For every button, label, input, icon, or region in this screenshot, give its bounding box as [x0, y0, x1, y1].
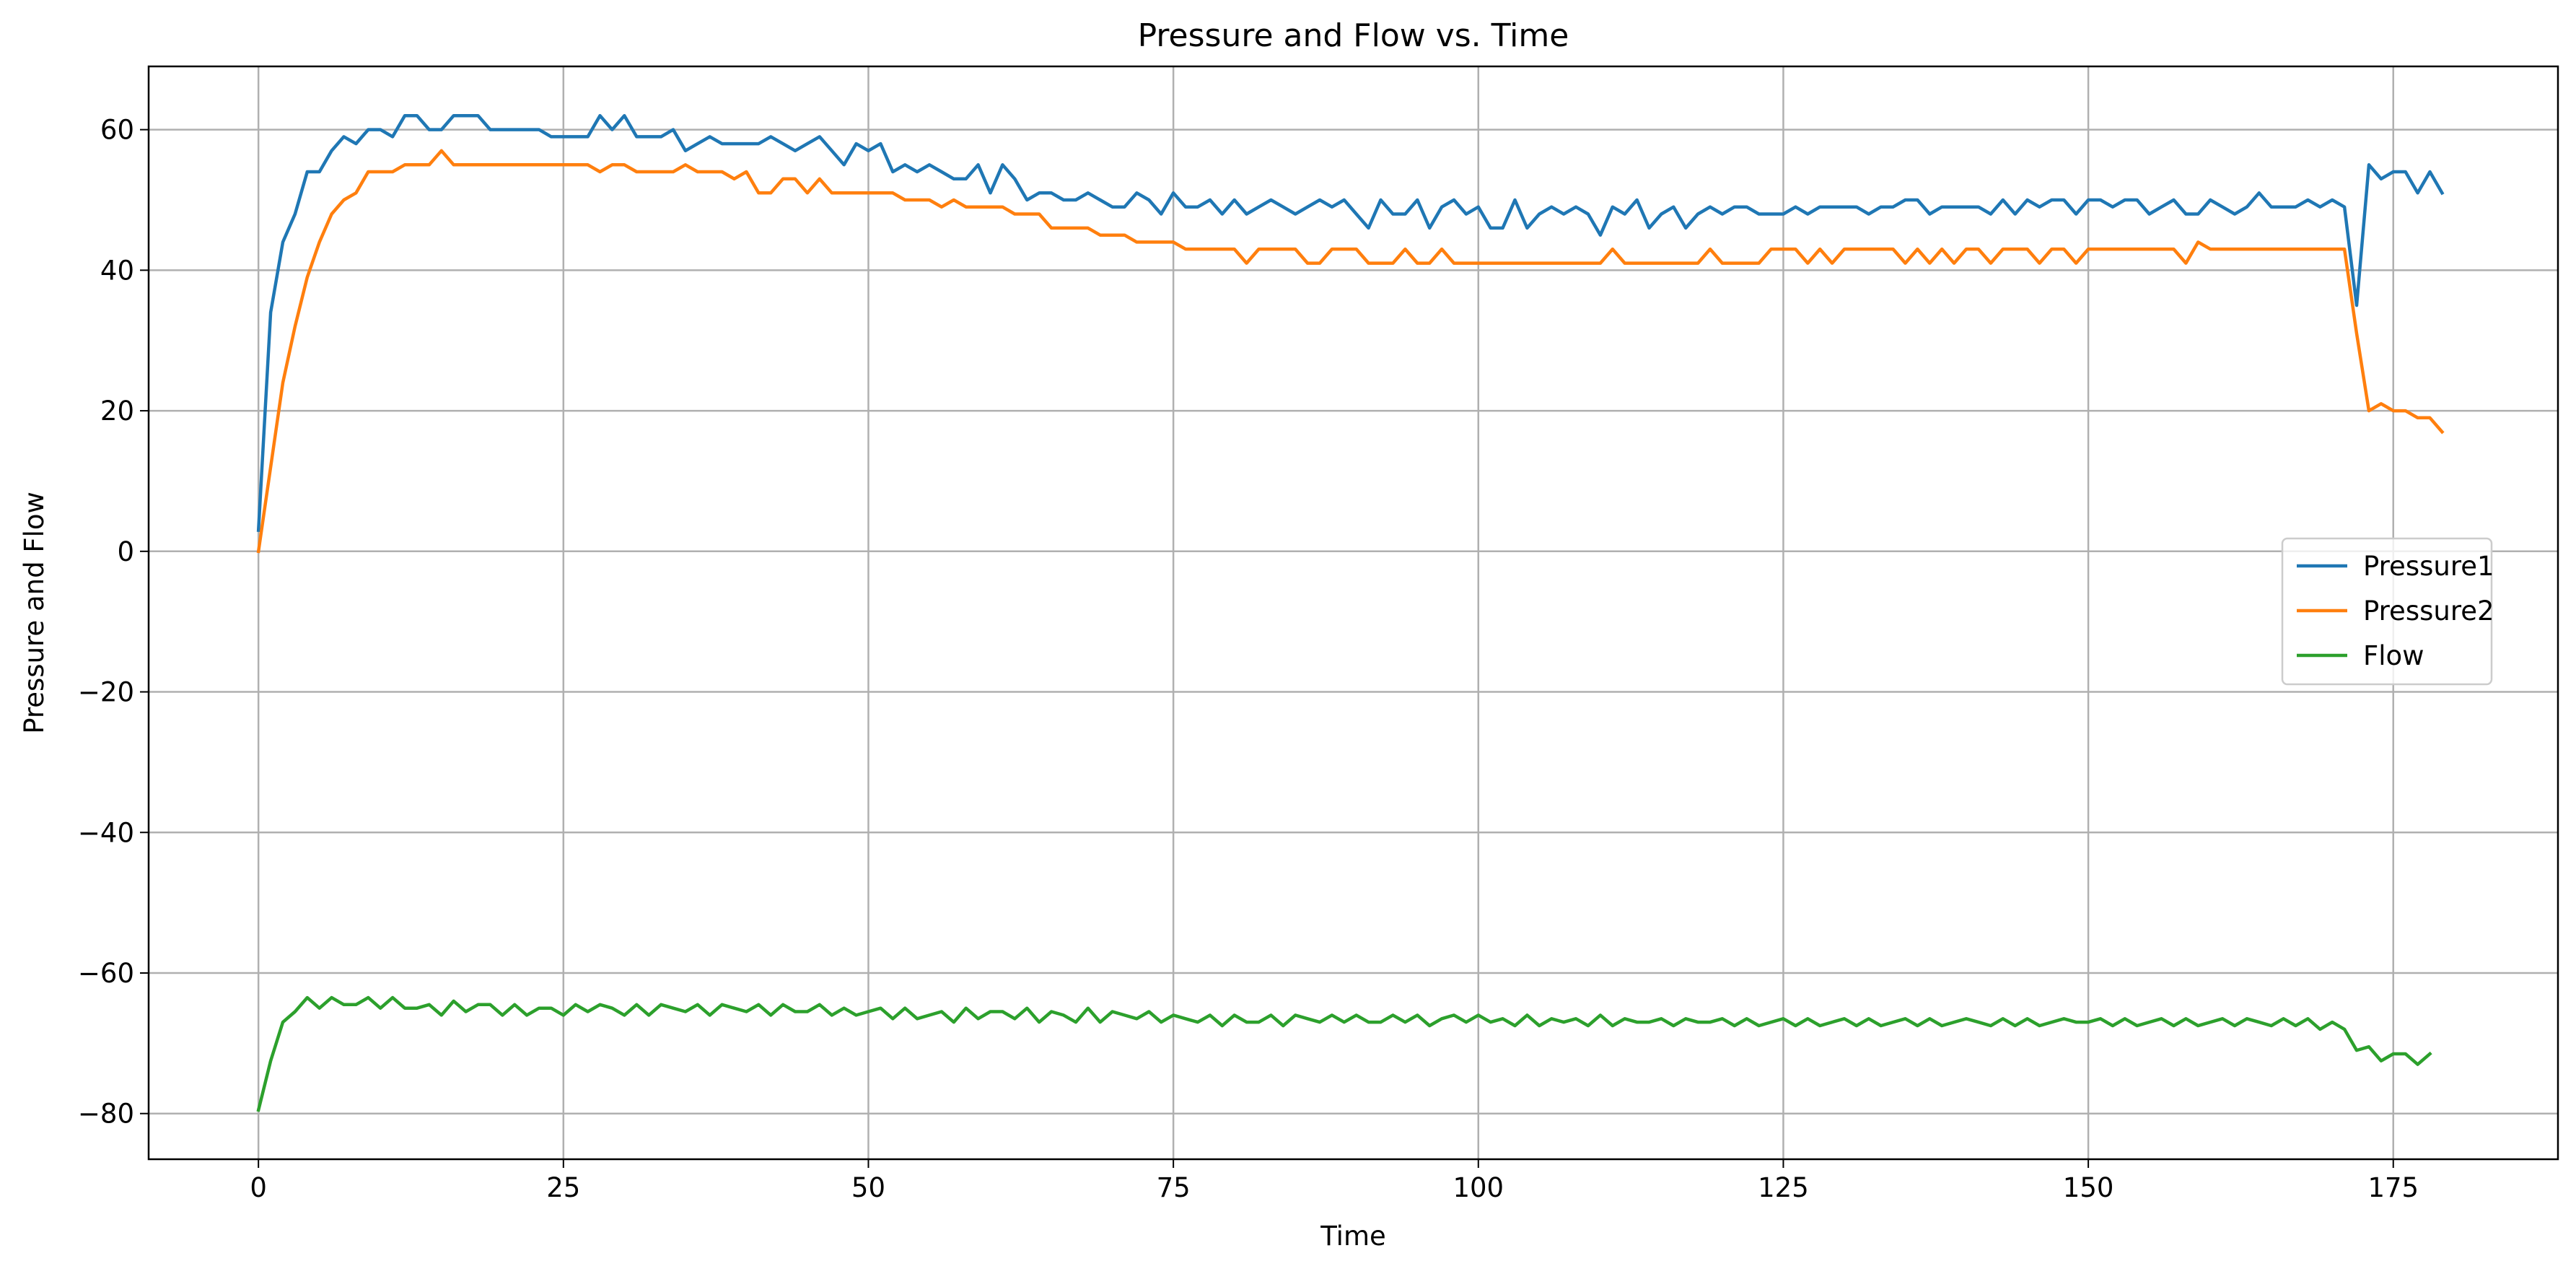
legend-label: Flow	[2363, 640, 2424, 671]
x-tick-label: 75	[1157, 1172, 1191, 1203]
y-tick-label: −40	[78, 817, 134, 848]
x-tick-label: 150	[2063, 1172, 2114, 1203]
axes-frame	[147, 65, 2559, 1161]
x-tick-label: 100	[1453, 1172, 1504, 1203]
series-line-flow	[256, 995, 2432, 1112]
y-tick-label: −80	[78, 1099, 134, 1130]
ticks: 0 25 50 75 100 125 150 175 −80 −60 −40 −20 0 20 40 60	[78, 115, 2419, 1203]
y-tick-label: 20	[100, 396, 134, 427]
chart-title: Pressure and Flow vs. Time	[1138, 17, 1569, 54]
legend-label: Pressure1	[2363, 551, 2494, 582]
series-line-pressure1	[256, 113, 2445, 532]
x-tick-label: 175	[2367, 1172, 2419, 1203]
y-tick-label: 40	[100, 255, 134, 286]
x-tick-label: 125	[1758, 1172, 1809, 1203]
x-tick-label: 0	[250, 1172, 267, 1203]
x-tick-label: 25	[546, 1172, 580, 1203]
legend-label: Pressure2	[2363, 595, 2494, 627]
y-axis-label: Pressure and Flow	[19, 492, 50, 734]
y-tick-label: −20	[78, 677, 134, 708]
legend-box	[2281, 537, 2493, 686]
series-line-pressure2	[256, 149, 2445, 554]
y-tick-label: 0	[117, 536, 134, 567]
y-tick-label: −60	[78, 958, 134, 989]
y-tick-label: 60	[100, 115, 134, 146]
series-layer	[256, 113, 2445, 1112]
x-axis-label: Time	[1320, 1221, 1386, 1252]
x-tick-label: 50	[851, 1172, 885, 1203]
legend: Pressure1 Pressure2 Flow	[2281, 537, 2494, 686]
